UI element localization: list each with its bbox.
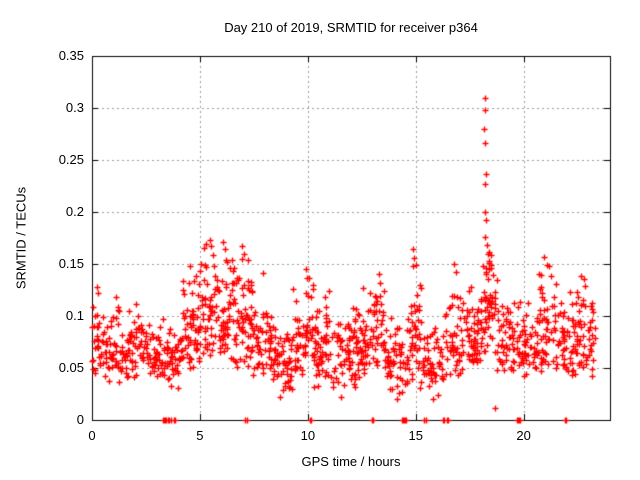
y-tick-label: 0.15	[58, 256, 84, 271]
y-tick-label: 0.05	[58, 360, 84, 375]
y-tick-label: 0.25	[58, 152, 84, 167]
y-tick-label: 0.1	[65, 308, 84, 323]
y-axis-title: SRMTID / TECUs	[13, 186, 29, 290]
x-tick-label: 0	[88, 428, 96, 443]
x-tick-label: 5	[196, 428, 204, 443]
x-tick-label: 20	[516, 428, 531, 443]
x-axis-title: GPS time / hours	[301, 454, 401, 469]
y-tick-label: 0	[76, 412, 84, 427]
y-tick-label: 0.2	[65, 204, 84, 219]
chart-title: Day 210 of 2019, SRMTID for receiver p36…	[224, 20, 478, 35]
x-tick-label: 15	[408, 428, 423, 443]
y-tick-label: 0.3	[65, 100, 84, 115]
x-tick-label: 10	[300, 428, 316, 443]
y-tick-label: 0.35	[58, 48, 84, 63]
